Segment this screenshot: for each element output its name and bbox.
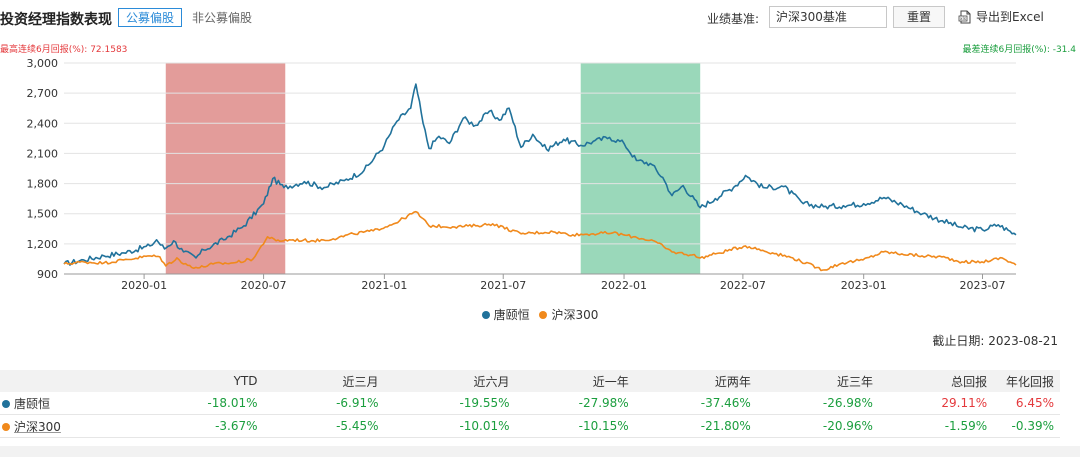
table-header-row: YTD 近三月 近六月 近一年 近两年 近三年 总回报 年化回报 <box>0 370 1060 392</box>
table-cell: -0.39% <box>993 414 1060 438</box>
row-name[interactable]: 沪深300 <box>0 414 149 438</box>
table-row: 沪深300 -3.67% -5.45% -10.01% -10.15% -21.… <box>0 414 1060 438</box>
y-tick-label: 2,100 <box>27 147 59 160</box>
cutoff-date: 截止日期: 2023-08-21 <box>932 334 1058 348</box>
y-tick-label: 900 <box>37 268 58 281</box>
worst-6m-return: 最差连续6月回报(%): -31.4 <box>962 45 1076 55</box>
best-period-band <box>165 63 286 274</box>
header: 投资经理指数表现 公募偏股 非公募偏股 业绩基准: 沪深300基准 重置 xls… <box>0 0 1080 36</box>
legend-item-series1[interactable]: 唐颐恒 <box>481 306 530 323</box>
table-cell: -10.15% <box>515 414 635 438</box>
table-header: 总回报 <box>878 370 994 392</box>
chart-legend: 唐颐恒 沪深300 <box>0 306 1080 323</box>
table-header: 近三月 <box>263 370 385 392</box>
table-cell: -26.98% <box>756 392 879 415</box>
x-tick-label: 2020-07 <box>241 279 287 292</box>
x-tick-label: 2023-01 <box>841 279 887 292</box>
export-excel-button[interactable]: xls 导出到Excel <box>958 7 1044 27</box>
y-tick-label: 1,800 <box>27 178 59 191</box>
series-dot <box>2 399 10 408</box>
table-cell: -3.67% <box>148 414 264 438</box>
legend-label: 沪深300 <box>551 308 599 322</box>
benchmark-input[interactable]: 沪深300基准 <box>769 6 887 28</box>
series-dot <box>2 422 10 431</box>
series-line-hs300 <box>63 210 1017 272</box>
table-cell: -21.80% <box>634 414 757 438</box>
table-cell: 6.45% <box>993 392 1060 415</box>
table-cell: -37.46% <box>634 392 757 415</box>
x-tick-label: 2020-01 <box>121 279 167 292</box>
excel-icon: xls <box>958 10 971 24</box>
performance-table: YTD 近三月 近六月 近一年 近两年 近三年 总回报 年化回报 唐颐恒 -18… <box>0 370 1060 438</box>
reset-button[interactable]: 重置 <box>893 6 945 28</box>
table-header: 近一年 <box>515 370 635 392</box>
table-header: 近六月 <box>384 370 516 392</box>
table-cell: -18.01% <box>148 392 264 415</box>
table-row: 唐颐恒 -18.01% -6.91% -19.55% -27.98% -37.4… <box>0 392 1060 415</box>
y-tick-label: 1,200 <box>27 238 59 251</box>
best-6m-return: 最高连续6月回报(%): 72.1583 <box>0 45 128 55</box>
y-tick-label: 3,000 <box>27 57 59 70</box>
y-tick-label: 2,700 <box>27 87 59 100</box>
worst-period-band <box>580 63 701 274</box>
table-cell: -6.91% <box>263 392 385 415</box>
svg-text:xls: xls <box>960 16 967 22</box>
legend-dot <box>481 311 490 319</box>
table-header-name <box>0 370 149 392</box>
table-header: YTD <box>148 370 264 392</box>
table-cell: -5.45% <box>263 414 385 438</box>
series-line-tangyiheng <box>63 83 1017 266</box>
table-header: 近三年 <box>756 370 879 392</box>
export-label: 导出到Excel <box>976 10 1044 24</box>
table-header: 近两年 <box>634 370 757 392</box>
table-cell: -20.96% <box>756 414 879 438</box>
tab-public-equity[interactable]: 公募偏股 <box>118 8 183 27</box>
page-title: 投资经理指数表现 <box>0 12 112 28</box>
table-cell: -1.59% <box>878 414 994 438</box>
legend-item-series2[interactable]: 沪深300 <box>539 306 598 323</box>
row-name[interactable]: 唐颐恒 <box>0 392 149 415</box>
x-tick-label: 2022-07 <box>720 279 766 292</box>
row-name-label: 沪深300 <box>14 419 61 434</box>
y-tick-label: 1,500 <box>27 208 59 221</box>
benchmark-label: 业绩基准: <box>707 12 760 26</box>
table-cell: -10.01% <box>384 414 516 438</box>
performance-line-chart: 900 1,200 1,500 1,800 2,100 2,400 2,700 3,000 20… <box>27 57 1017 292</box>
table-cell: -19.55% <box>384 392 516 415</box>
table-header: 年化回报 <box>993 370 1060 392</box>
x-tick-label: 2021-01 <box>361 279 407 292</box>
bottom-bar <box>0 446 1080 457</box>
table-cell: -27.98% <box>515 392 635 415</box>
legend-label: 唐颐恒 <box>493 308 530 322</box>
x-tick-label: 2023-07 <box>960 279 1006 292</box>
legend-dot <box>539 311 548 319</box>
x-tick-label: 2022-01 <box>601 279 647 292</box>
row-name-label: 唐颐恒 <box>14 396 51 411</box>
table-cell: 29.11% <box>878 392 994 415</box>
y-tick-label: 2,400 <box>27 117 59 130</box>
tab-non-public-equity[interactable]: 非公募偏股 <box>192 11 253 25</box>
x-tick-label: 2021-07 <box>480 279 526 292</box>
